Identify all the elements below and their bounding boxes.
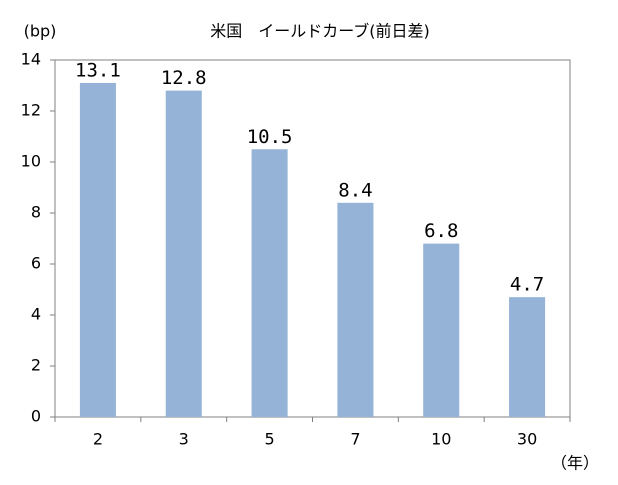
data-label: 10.5 — [247, 126, 293, 148]
bar — [251, 149, 288, 417]
data-label: 8.4 — [338, 179, 372, 201]
y-axis-label: (bp) — [24, 22, 57, 41]
y-tick-label: 4 — [31, 305, 41, 324]
y-tick-label: 12 — [21, 101, 41, 120]
bar — [423, 243, 460, 417]
y-tick-label: 14 — [21, 50, 41, 69]
data-label: 4.7 — [510, 274, 544, 296]
y-tick-label: 0 — [31, 407, 41, 426]
y-tick-label: 6 — [31, 254, 41, 273]
x-tick-label: 2 — [93, 430, 103, 449]
bar — [79, 82, 116, 417]
y-tick-label: 2 — [31, 356, 41, 375]
x-tick-label: 10 — [431, 430, 451, 449]
y-tick-label: 8 — [31, 203, 41, 222]
chart-title: 米国 イールドカーブ(前日差) — [210, 22, 430, 41]
data-label: 6.8 — [424, 220, 458, 242]
x-tick-label: 3 — [179, 430, 189, 449]
bar — [509, 297, 546, 417]
bar — [337, 202, 374, 417]
y-tick-label: 10 — [21, 152, 41, 171]
x-tick-label: 7 — [350, 430, 360, 449]
bar — [165, 90, 202, 417]
x-axis-label: （年） — [551, 454, 599, 473]
x-tick-label: 5 — [264, 430, 274, 449]
data-label: 13.1 — [75, 59, 121, 81]
data-label: 12.8 — [161, 67, 207, 89]
x-tick-label: 30 — [517, 430, 537, 449]
plot-area — [54, 59, 571, 418]
